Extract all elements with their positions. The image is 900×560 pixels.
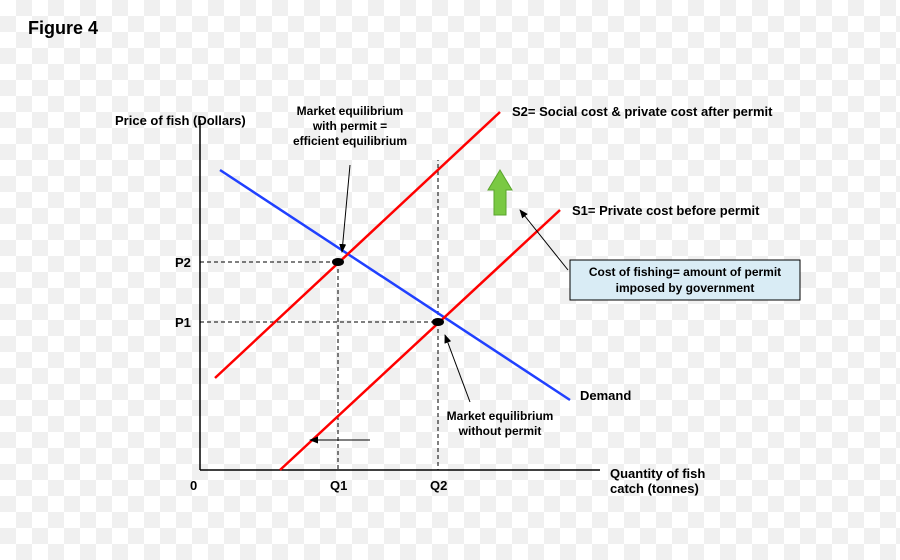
- annot-no-permit: Market equilibrium without permit: [445, 335, 553, 438]
- x-axis-label-l2: catch (tonnes): [610, 481, 699, 496]
- svg-text:with permit =: with permit =: [312, 119, 387, 133]
- demand-label: Demand: [580, 388, 631, 403]
- y-axis-label: Price of fish (Dollars): [115, 113, 246, 128]
- svg-text:Market equilibrium: Market equilibrium: [297, 104, 404, 118]
- green-up-arrow-icon: [488, 170, 512, 215]
- s1-label: S1= Private cost before permit: [572, 203, 760, 218]
- svg-text:Market equilibrium: Market equilibrium: [447, 409, 554, 423]
- tick-q1: Q1: [330, 478, 347, 493]
- demand-curve: [220, 170, 570, 400]
- origin-label: 0: [190, 478, 197, 493]
- guides: [200, 160, 438, 470]
- cost-box: Cost of fishing= amount of permit impose…: [520, 210, 800, 300]
- svg-text:imposed by government: imposed by government: [616, 281, 755, 295]
- equilibrium-e2: [332, 258, 344, 266]
- econ-diagram: Price of fish (Dollars) Quantity of fish…: [0, 0, 900, 560]
- svg-text:without permit: without permit: [458, 424, 542, 438]
- tick-q2: Q2: [430, 478, 447, 493]
- tick-p2: P2: [175, 255, 191, 270]
- equilibrium-e1: [432, 318, 444, 326]
- svg-text:Cost of fishing= amount of pe: Cost of fishing= amount of permit: [589, 265, 781, 279]
- tick-p1: P1: [175, 315, 191, 330]
- s2-label: S2= Social cost & private cost after per…: [512, 104, 773, 119]
- svg-text:efficient equilibrium: efficient equilibrium: [293, 134, 407, 148]
- x-axis-label-l1: Quantity of fish: [610, 466, 705, 481]
- s2-curve: [215, 112, 500, 378]
